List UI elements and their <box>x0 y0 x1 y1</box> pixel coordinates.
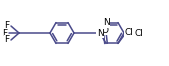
Text: Cl: Cl <box>125 28 134 37</box>
Text: F: F <box>4 22 10 30</box>
Text: F: F <box>4 36 10 44</box>
Text: N: N <box>97 29 103 37</box>
Text: F: F <box>2 29 8 37</box>
Text: Cl: Cl <box>135 29 143 37</box>
Text: O: O <box>102 26 108 35</box>
Text: N: N <box>103 18 109 27</box>
